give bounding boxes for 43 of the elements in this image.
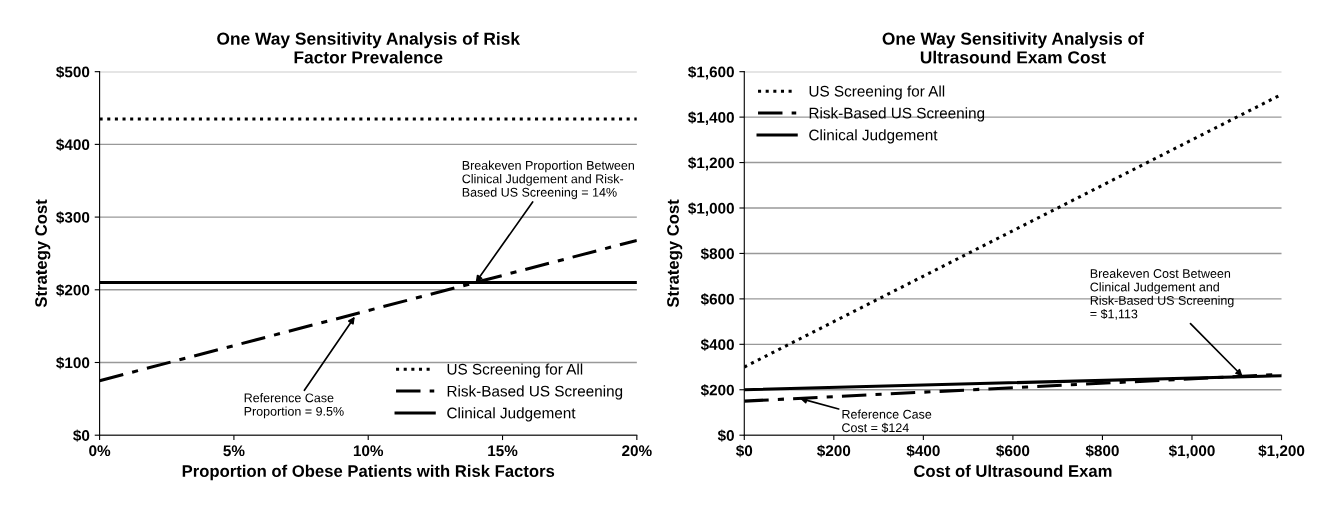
y-axis-title: Strategy Cost bbox=[667, 199, 683, 308]
y-tick-label: $1,400 bbox=[688, 111, 734, 126]
annotation: Breakeven Cost Between Clinical Judgement and Risk-Based US Screening = $1,113 bbox=[1090, 268, 1234, 320]
y-tick-label: $0 bbox=[717, 429, 734, 442]
x-tick-label: $400 bbox=[906, 444, 940, 458]
y-tick-label: $200 bbox=[700, 383, 734, 397]
y-axis-title: Strategy Cost bbox=[35, 199, 51, 308]
x-tick-label: $800 bbox=[1085, 444, 1119, 458]
legend-label: US Screening for All bbox=[447, 363, 583, 378]
chart-title: One Way Sensitivity Analysis of Ultrasound Exam Cost bbox=[882, 32, 1144, 64]
annotation: Reference Case Proportion = 9.5% bbox=[244, 393, 344, 419]
annotation: Reference Case Cost = $124 bbox=[842, 409, 932, 433]
x-tick-label: 20% bbox=[622, 445, 652, 457]
annotation: Breakeven Proportion Between Clinical Judgement and Risk- Based US Screening = 14% bbox=[462, 160, 634, 200]
y-tick-label: $200 bbox=[56, 283, 90, 297]
x-tick-label: $1,200 bbox=[1258, 444, 1305, 459]
y-tick-label: $100 bbox=[56, 356, 90, 370]
legend-label: Clinical Judgement bbox=[447, 407, 576, 422]
x-tick-label: 10% bbox=[353, 445, 384, 457]
x-tick-label: $600 bbox=[996, 444, 1030, 458]
x-axis-title: Cost of Ultrasound Exam bbox=[914, 464, 1112, 477]
x-axis-title: Proportion of Obese Patients with Risk Factors bbox=[182, 464, 555, 481]
y-tick-label: $300 bbox=[56, 211, 90, 224]
legend-label: Clinical Judgement bbox=[809, 129, 938, 144]
x-tick-label: $0 bbox=[735, 444, 753, 458]
y-tick-label: $1,600 bbox=[688, 65, 734, 80]
legend-label: Risk-Based US Screening bbox=[809, 107, 985, 122]
y-tick-label: $800 bbox=[700, 247, 734, 261]
y-tick-label: $500 bbox=[56, 65, 90, 79]
chart-title: One Way Sensitivity Analysis of Risk Factor Prevalence bbox=[217, 32, 521, 64]
y-tick-label: $0 bbox=[73, 429, 90, 442]
y-tick-label: $400 bbox=[56, 138, 90, 152]
x-tick-label: 15% bbox=[488, 445, 518, 457]
x-tick-label: 5% bbox=[223, 445, 245, 457]
x-tick-label: $1,000 bbox=[1168, 444, 1215, 459]
y-tick-label: $400 bbox=[700, 338, 734, 351]
y-tick-label: $600 bbox=[700, 293, 734, 306]
x-tick-label: 0% bbox=[89, 445, 111, 457]
legend-label: US Screening for All bbox=[809, 85, 945, 100]
y-tick-label: $1,200 bbox=[688, 156, 734, 171]
y-tick-label: $1,000 bbox=[688, 202, 734, 216]
legend-label: Risk-Based US Screening bbox=[447, 385, 623, 400]
x-tick-label: $200 bbox=[817, 444, 851, 458]
